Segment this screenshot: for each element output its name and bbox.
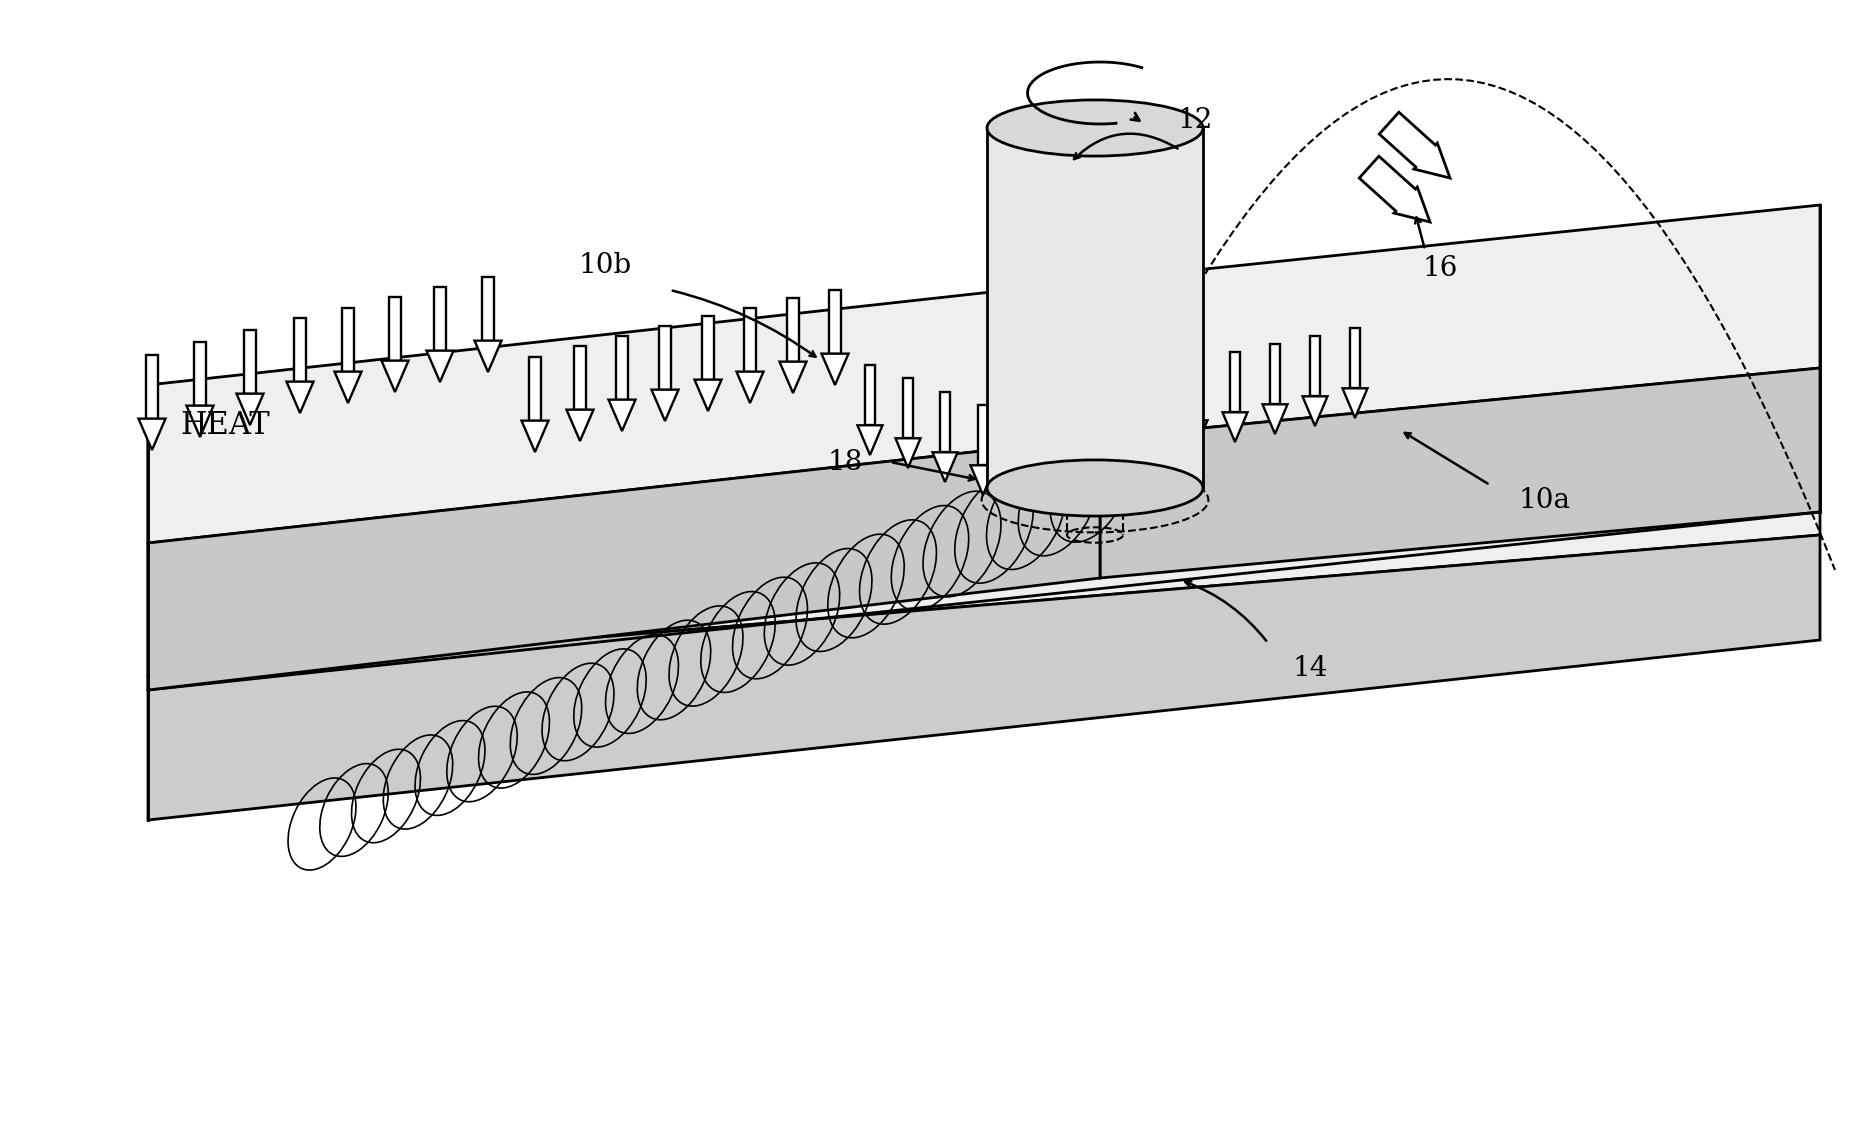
Polygon shape	[616, 335, 627, 400]
Polygon shape	[1101, 368, 1820, 578]
Polygon shape	[1142, 431, 1168, 460]
Polygon shape	[530, 357, 541, 420]
Polygon shape	[1359, 156, 1430, 222]
Polygon shape	[902, 378, 914, 439]
Polygon shape	[1303, 396, 1327, 426]
Polygon shape	[575, 346, 586, 410]
Polygon shape	[745, 308, 756, 372]
Polygon shape	[148, 245, 1820, 676]
Polygon shape	[139, 419, 165, 450]
Polygon shape	[343, 308, 354, 372]
Polygon shape	[779, 362, 807, 393]
Polygon shape	[148, 281, 1101, 543]
Polygon shape	[987, 128, 1204, 488]
Polygon shape	[567, 410, 593, 441]
Polygon shape	[702, 316, 713, 380]
Polygon shape	[236, 394, 264, 425]
Polygon shape	[736, 372, 764, 403]
Polygon shape	[1183, 420, 1207, 450]
Polygon shape	[865, 365, 876, 425]
Polygon shape	[895, 439, 921, 468]
Polygon shape	[940, 392, 951, 452]
Polygon shape	[651, 389, 678, 421]
Polygon shape	[1310, 335, 1320, 396]
Polygon shape	[822, 354, 848, 385]
Polygon shape	[1380, 112, 1451, 177]
Polygon shape	[857, 425, 882, 455]
Polygon shape	[245, 330, 256, 394]
Polygon shape	[146, 355, 157, 419]
Polygon shape	[1230, 352, 1241, 412]
Polygon shape	[522, 420, 548, 452]
Polygon shape	[695, 380, 721, 411]
Polygon shape	[977, 405, 988, 465]
Text: 14: 14	[1292, 655, 1327, 681]
Polygon shape	[1149, 370, 1161, 431]
Polygon shape	[148, 535, 1820, 820]
Polygon shape	[1350, 327, 1361, 388]
Polygon shape	[187, 405, 213, 437]
Polygon shape	[195, 342, 206, 405]
Polygon shape	[970, 465, 996, 495]
Polygon shape	[1222, 412, 1247, 442]
Text: 18: 18	[827, 449, 863, 475]
Polygon shape	[434, 287, 446, 350]
Polygon shape	[335, 372, 361, 403]
Polygon shape	[608, 400, 635, 431]
Polygon shape	[427, 350, 453, 382]
Polygon shape	[1191, 360, 1200, 420]
Text: 10b: 10b	[578, 252, 631, 278]
Polygon shape	[1342, 388, 1368, 418]
Polygon shape	[1262, 404, 1288, 434]
Ellipse shape	[987, 460, 1204, 516]
Polygon shape	[829, 290, 841, 354]
Text: 10a: 10a	[1518, 487, 1571, 513]
Text: HEAT: HEAT	[180, 410, 270, 441]
Polygon shape	[1269, 344, 1280, 404]
Polygon shape	[659, 326, 670, 389]
Text: 12: 12	[1177, 106, 1213, 134]
Polygon shape	[389, 297, 401, 361]
Polygon shape	[474, 341, 502, 372]
Polygon shape	[382, 361, 408, 392]
Polygon shape	[932, 452, 957, 482]
Polygon shape	[483, 277, 494, 341]
Ellipse shape	[987, 100, 1204, 156]
Text: 16: 16	[1423, 254, 1458, 282]
Polygon shape	[148, 439, 1101, 690]
Polygon shape	[286, 381, 313, 413]
Polygon shape	[788, 298, 799, 362]
Polygon shape	[294, 318, 305, 381]
Polygon shape	[1101, 205, 1820, 439]
